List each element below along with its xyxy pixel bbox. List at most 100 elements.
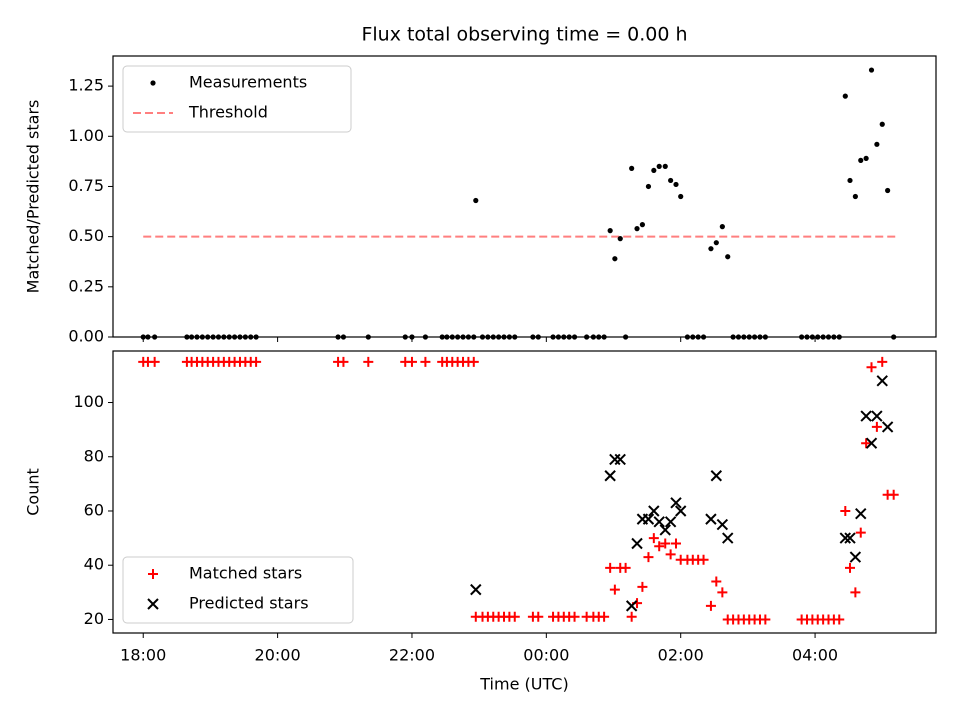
predicted-star-point bbox=[839, 532, 852, 544]
matched-star-point bbox=[338, 356, 349, 367]
predicted-star-point bbox=[844, 532, 856, 544]
matched-star-point bbox=[609, 584, 620, 595]
predicted-star-point bbox=[674, 505, 687, 517]
measurement-point bbox=[885, 187, 891, 194]
y-tick-label: 1.00 bbox=[68, 126, 104, 145]
x-tick-label: 00:00 bbox=[523, 646, 569, 665]
matched-star-point bbox=[149, 356, 160, 367]
predicted-star-point bbox=[865, 437, 878, 449]
predicted-star-point bbox=[860, 410, 872, 422]
predicted-star-point bbox=[855, 507, 867, 520]
predicted-star-point bbox=[710, 470, 723, 482]
predicted-star-point bbox=[648, 505, 660, 517]
measurement-point bbox=[607, 228, 613, 234]
y-tick-label: 40 bbox=[84, 555, 104, 574]
matched-star-point bbox=[717, 587, 728, 598]
predicted-star-point bbox=[876, 375, 888, 387]
matched-star-point bbox=[533, 611, 544, 622]
legend-x-icon bbox=[147, 598, 159, 610]
x-tick-label: 22:00 bbox=[389, 646, 435, 665]
y-tick-label: 20 bbox=[84, 609, 104, 628]
predicted-star-point bbox=[849, 551, 862, 563]
matched-star-point bbox=[420, 356, 431, 367]
x-tick-label: 04:00 bbox=[792, 646, 838, 665]
predicted-star-point bbox=[881, 421, 894, 433]
matched-star-point bbox=[705, 600, 716, 611]
matched-star-point bbox=[861, 438, 872, 449]
y-tick-label: 1.25 bbox=[68, 76, 104, 95]
y-tick-label: 0.25 bbox=[68, 276, 104, 295]
predicted-star-point bbox=[625, 600, 638, 612]
measurement-point bbox=[863, 155, 869, 161]
matched-star-point bbox=[620, 562, 631, 573]
measurement-point bbox=[668, 177, 674, 184]
predicted-star-point bbox=[609, 453, 621, 466]
matched-star-point bbox=[660, 538, 671, 549]
predicted-star-point bbox=[631, 537, 643, 550]
legend-dot-icon bbox=[150, 80, 156, 86]
matched-star-point bbox=[845, 562, 856, 573]
predicted-star-point bbox=[871, 410, 883, 422]
measurement-point bbox=[629, 165, 635, 171]
matched-star-point bbox=[599, 611, 610, 622]
measurement-point bbox=[634, 226, 640, 232]
matched-star-point bbox=[888, 489, 899, 500]
matched-star-point bbox=[866, 362, 877, 373]
y-axis-label: Count bbox=[24, 468, 43, 516]
measurement-point bbox=[645, 183, 652, 190]
matched-star-point bbox=[670, 538, 681, 549]
matched-star-point bbox=[406, 356, 417, 367]
legend-label: Threshold bbox=[188, 103, 268, 122]
measurement-point bbox=[473, 197, 479, 204]
legend-box bbox=[122, 556, 354, 624]
x-tick-label: 18:00 bbox=[120, 646, 166, 665]
measurement-point bbox=[662, 163, 668, 169]
predicted-star-point bbox=[670, 497, 682, 509]
matched-star-point bbox=[605, 562, 616, 573]
measurement-point bbox=[713, 240, 719, 246]
matched-star-point bbox=[760, 614, 771, 625]
matched-star-point bbox=[251, 356, 262, 367]
matched-star-point bbox=[654, 541, 665, 552]
predicted-star-point bbox=[664, 516, 677, 528]
x-axis-label: Time (UTC) bbox=[479, 675, 568, 694]
predicted-star-point bbox=[604, 470, 616, 482]
matched-star-point bbox=[468, 356, 479, 367]
measurement-point bbox=[852, 193, 858, 200]
y-tick-label: 0.00 bbox=[68, 327, 104, 346]
measurement-point bbox=[719, 224, 725, 230]
measurement-point bbox=[879, 121, 885, 127]
matched-star-point bbox=[711, 576, 722, 587]
predicted-star-point bbox=[722, 532, 734, 544]
legend-plus-icon bbox=[148, 569, 158, 579]
predicted-star-point bbox=[653, 516, 665, 528]
legend-label: Matched stars bbox=[189, 564, 302, 583]
plot-frame bbox=[112, 350, 937, 634]
predicted-star-point bbox=[642, 513, 655, 525]
matched-star-point bbox=[834, 614, 845, 625]
y-tick-label: 100 bbox=[73, 392, 104, 411]
measurement-point bbox=[858, 157, 864, 163]
top-panel: Flux total observing time = 0.00 h 0.00 0.… bbox=[24, 24, 937, 346]
predicted-star-point bbox=[705, 513, 717, 525]
matched-star-point bbox=[648, 533, 659, 544]
matched-star-point bbox=[698, 554, 709, 565]
measurement-point bbox=[842, 93, 848, 99]
matched-star-point bbox=[626, 611, 637, 622]
matched-star-point bbox=[665, 549, 676, 560]
predicted-star-point bbox=[614, 453, 626, 466]
y-tick-label: 60 bbox=[84, 500, 104, 519]
matched-star-point bbox=[569, 611, 580, 622]
measurement-point bbox=[612, 256, 618, 262]
matched-star-point bbox=[363, 356, 374, 367]
matched-star-point bbox=[509, 611, 520, 622]
chart-title: Flux total observing time = 0.00 h bbox=[361, 24, 687, 46]
matched-star-point bbox=[871, 421, 882, 432]
measurement-point bbox=[617, 236, 623, 242]
predicted-star-point bbox=[659, 524, 671, 536]
measurement-point bbox=[673, 181, 679, 188]
legend-box bbox=[122, 65, 352, 133]
predicted-star-point bbox=[470, 583, 482, 596]
matched-star-point bbox=[637, 581, 648, 592]
y-axis-label: Matched/Predicted stars bbox=[24, 100, 43, 294]
